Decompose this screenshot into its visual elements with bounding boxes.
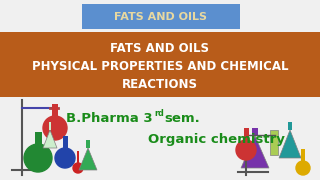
Text: FATS AND OILS: FATS AND OILS — [110, 42, 210, 55]
Bar — [62, 136, 68, 148]
Text: B.Pharma 3: B.Pharma 3 — [66, 111, 153, 125]
Circle shape — [296, 161, 310, 175]
Bar — [244, 128, 249, 140]
Circle shape — [24, 144, 52, 172]
Text: FATS AND OILS: FATS AND OILS — [115, 12, 207, 21]
Circle shape — [236, 140, 256, 160]
Text: PHYSICAL PROPERTIES AND CHEMICAL: PHYSICAL PROPERTIES AND CHEMICAL — [32, 60, 288, 73]
Polygon shape — [279, 130, 301, 158]
Text: sem.: sem. — [164, 111, 200, 125]
Text: REACTIONS: REACTIONS — [122, 78, 198, 91]
Bar — [270, 130, 278, 155]
Bar — [82, 4, 240, 29]
Polygon shape — [241, 136, 269, 168]
Bar — [288, 122, 292, 130]
Bar — [49, 122, 52, 130]
Bar — [52, 104, 58, 116]
Text: Organic chemistry: Organic chemistry — [148, 134, 285, 147]
Circle shape — [43, 116, 67, 140]
Bar — [86, 140, 90, 148]
Bar — [35, 132, 42, 144]
Circle shape — [73, 163, 83, 173]
Bar — [252, 128, 258, 136]
Polygon shape — [79, 148, 97, 170]
Polygon shape — [43, 130, 57, 148]
Bar — [77, 151, 79, 163]
Text: rd: rd — [154, 109, 164, 118]
Bar — [0, 32, 320, 97]
Bar — [301, 149, 305, 161]
Circle shape — [55, 148, 75, 168]
